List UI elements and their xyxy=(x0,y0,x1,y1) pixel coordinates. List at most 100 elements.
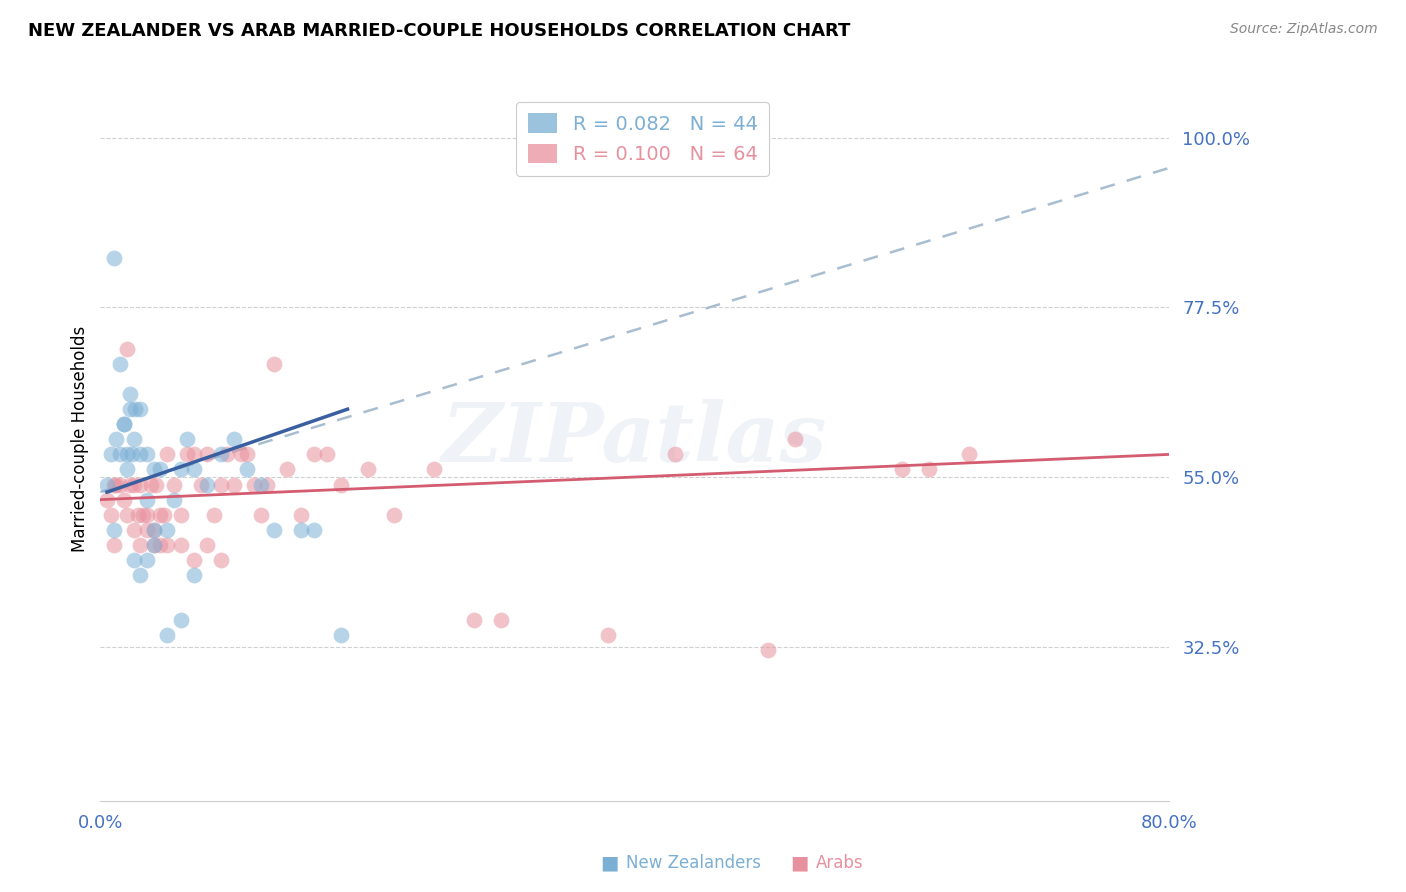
Point xyxy=(100,508,122,522)
Point xyxy=(96,477,118,491)
Point xyxy=(122,433,145,447)
Point xyxy=(129,538,152,552)
Point xyxy=(249,508,271,522)
Point xyxy=(142,523,165,537)
Point xyxy=(489,613,512,627)
Point xyxy=(183,568,205,582)
Point xyxy=(122,553,145,567)
Point xyxy=(100,447,122,461)
Point xyxy=(229,447,252,461)
Point xyxy=(249,477,271,491)
Point xyxy=(183,462,205,476)
Point xyxy=(243,477,266,491)
Point xyxy=(356,462,378,476)
Point xyxy=(195,477,218,491)
Point xyxy=(163,477,186,491)
Text: Arabs: Arabs xyxy=(815,855,863,872)
Point xyxy=(169,462,191,476)
Text: Source: ZipAtlas.com: Source: ZipAtlas.com xyxy=(1230,22,1378,37)
Point xyxy=(382,508,405,522)
Point xyxy=(169,538,191,552)
Point xyxy=(156,628,179,642)
Point xyxy=(236,462,259,476)
Point xyxy=(129,402,152,417)
Point xyxy=(195,447,218,461)
Point xyxy=(103,538,125,552)
Point xyxy=(103,523,125,537)
Point xyxy=(124,402,146,417)
Point xyxy=(127,508,149,522)
Text: ■: ■ xyxy=(790,854,808,872)
Point xyxy=(110,477,132,491)
Point xyxy=(209,477,232,491)
Point xyxy=(183,553,205,567)
Point xyxy=(122,477,145,491)
Point xyxy=(110,447,132,461)
Point xyxy=(169,508,191,522)
Point xyxy=(957,447,980,461)
Point xyxy=(103,477,125,491)
Y-axis label: Married-couple Households: Married-couple Households xyxy=(72,326,89,552)
Point xyxy=(190,477,212,491)
Point xyxy=(136,508,159,522)
Legend: R = 0.082   N = 44, R = 0.100   N = 64: R = 0.082 N = 44, R = 0.100 N = 64 xyxy=(516,102,769,176)
Point xyxy=(129,477,152,491)
Point xyxy=(169,613,191,627)
Point xyxy=(302,523,325,537)
Point xyxy=(290,508,312,522)
Point xyxy=(149,538,172,552)
Point xyxy=(115,462,138,476)
Point xyxy=(209,447,232,461)
Point xyxy=(222,433,245,447)
Point xyxy=(129,568,152,582)
Point xyxy=(149,508,172,522)
Point xyxy=(290,523,312,537)
Point xyxy=(112,417,135,432)
Point xyxy=(136,447,159,461)
Text: New Zealanders: New Zealanders xyxy=(626,855,761,872)
Point xyxy=(329,477,352,491)
Point xyxy=(142,462,165,476)
Point xyxy=(209,553,232,567)
Point xyxy=(263,523,285,537)
Point xyxy=(105,477,128,491)
Point xyxy=(236,447,259,461)
Point xyxy=(115,447,138,461)
Point xyxy=(758,643,780,657)
Point xyxy=(136,492,159,507)
Point xyxy=(136,553,159,567)
Point xyxy=(149,462,172,476)
Text: ■: ■ xyxy=(600,854,619,872)
Point xyxy=(142,523,165,537)
Point xyxy=(918,462,941,476)
Point xyxy=(142,538,165,552)
Point xyxy=(153,508,176,522)
Point xyxy=(145,477,167,491)
Text: NEW ZEALANDER VS ARAB MARRIED-COUPLE HOUSEHOLDS CORRELATION CHART: NEW ZEALANDER VS ARAB MARRIED-COUPLE HOU… xyxy=(28,22,851,40)
Point xyxy=(122,523,145,537)
Point xyxy=(96,492,118,507)
Point xyxy=(256,477,278,491)
Point xyxy=(110,357,132,371)
Point xyxy=(183,447,205,461)
Point xyxy=(596,628,619,642)
Point xyxy=(118,387,141,401)
Point xyxy=(115,508,138,522)
Point xyxy=(139,477,162,491)
Text: ZIPatlas: ZIPatlas xyxy=(441,400,828,479)
Point xyxy=(463,613,485,627)
Point xyxy=(202,508,225,522)
Point xyxy=(115,342,138,356)
Point xyxy=(195,538,218,552)
Point xyxy=(156,523,179,537)
Point xyxy=(217,447,239,461)
Point xyxy=(785,433,807,447)
Point xyxy=(156,538,179,552)
Point xyxy=(329,628,352,642)
Point xyxy=(423,462,446,476)
Point xyxy=(118,402,141,417)
Point xyxy=(121,447,143,461)
Point xyxy=(112,492,135,507)
Point xyxy=(105,433,128,447)
Point xyxy=(263,357,285,371)
